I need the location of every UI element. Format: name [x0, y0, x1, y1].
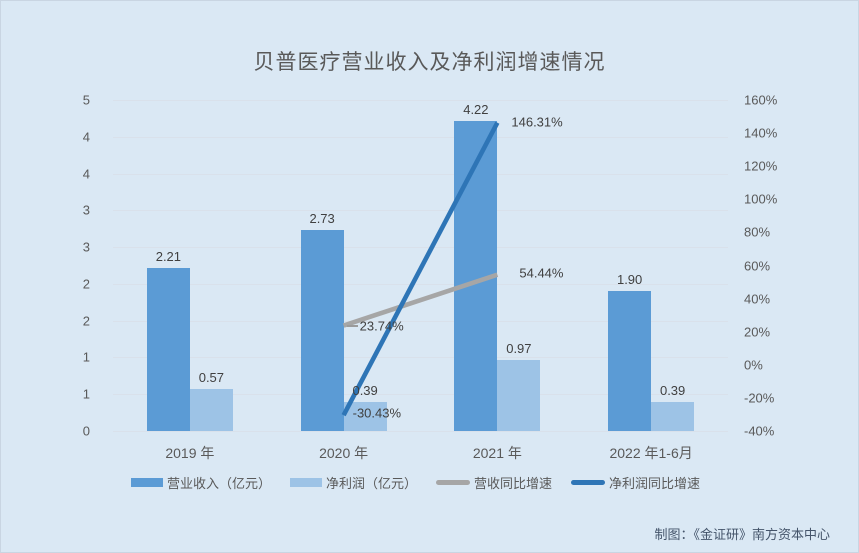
revenue-value-label: 4.22 — [463, 101, 489, 117]
right-axis-tick: 0% — [744, 357, 763, 373]
legend-item-revenue-growth: 营收同比增速 — [436, 473, 552, 492]
gridline — [113, 283, 728, 285]
net-profit-value-label: 0.97 — [506, 340, 532, 356]
gridline — [113, 210, 728, 212]
legend-item-revenue: 营业收入（亿元） — [131, 473, 271, 492]
net-profit-swatch-icon — [290, 477, 323, 487]
net-profit-value-label: 0.57 — [198, 370, 225, 386]
left-axis-tick: 2 — [82, 276, 90, 292]
gridline — [113, 320, 728, 322]
label-leader-line — [346, 324, 358, 327]
revenue-growth-swatch-icon — [436, 479, 471, 485]
revenue-growth-line — [342, 272, 499, 328]
legend: 营业收入（亿元） 净利润（亿元） 营收同比增速 净利润同比增速 — [131, 472, 700, 492]
x-axis-label: 2021 年 — [472, 445, 522, 461]
net-profit-growth-swatch-icon — [571, 479, 606, 485]
gridline — [113, 247, 728, 249]
gridline — [113, 357, 728, 359]
net-profit-value-label: 0.39 — [659, 383, 686, 399]
right-axis-tick: 160% — [744, 92, 778, 108]
revenue-growth-value-label: 23.74% — [359, 318, 404, 333]
left-axis-tick: 1 — [82, 386, 90, 402]
revenue-bar — [146, 268, 190, 431]
right-percent-axis: 160% 140% 120% 100% 80% 60% 40% 20% 0% -20% -40% — [744, 93, 814, 439]
net-profit-growth-value-label: 146.31% — [511, 114, 563, 130]
right-axis-tick: -40% — [744, 423, 775, 439]
gridline — [113, 394, 728, 396]
x-axis-label: 2020 年 — [319, 445, 369, 461]
legend-label: 营收同比增速 — [474, 475, 553, 491]
right-axis-tick: -20% — [744, 390, 775, 406]
gridline — [113, 431, 728, 432]
x-axis-label: 2019 年 — [165, 445, 215, 461]
legend-label: 净利润（亿元） — [326, 475, 418, 491]
left-axis-tick: 2 — [82, 313, 90, 329]
gridline — [113, 173, 728, 175]
revenue-bar — [300, 230, 344, 431]
revenue-swatch-icon — [131, 477, 163, 487]
left-axis-tick: 0 — [82, 423, 90, 439]
plot-area: 2.21 2.73 4.22 1.90 0.57 0.39 0.97 0.39 23.74% 54… — [113, 100, 728, 432]
revenue-bar — [608, 291, 652, 431]
legend-label: 营业收入（亿元） — [167, 475, 272, 491]
x-axis-label: 2022 年1-6月 — [609, 445, 693, 461]
right-axis-tick: 20% — [744, 324, 771, 340]
revenue-growth-value-label: 54.44% — [519, 265, 564, 281]
revenue-value-label: 2.73 — [309, 211, 335, 227]
net-profit-bar — [189, 389, 233, 431]
right-axis-tick: 60% — [744, 258, 771, 273]
legend-item-net-profit-growth: 净利润同比增速 — [571, 473, 700, 492]
right-axis-tick: 100% — [744, 191, 778, 207]
left-axis-tick: 3 — [82, 239, 90, 255]
right-axis-tick: 80% — [744, 224, 771, 240]
net-profit-bar — [497, 359, 541, 431]
net-profit-growth-value-label: -30.43% — [352, 405, 402, 421]
left-axis-tick: 4 — [82, 129, 90, 145]
gridline — [113, 136, 728, 138]
credit-text: 制图：《金证研》南方资本中心 — [654, 527, 830, 542]
gridline — [113, 100, 728, 101]
left-axis-tick: 3 — [82, 202, 90, 218]
revenue-value-label: 1.90 — [616, 272, 643, 288]
left-axis-tick: 4 — [82, 166, 90, 182]
net-profit-bar — [343, 402, 387, 431]
chart-title: 贝普医疗营业收入及净利润增速情况 — [253, 51, 606, 74]
right-axis-tick: 140% — [744, 125, 778, 141]
revenue-value-label: 2.21 — [155, 249, 182, 265]
growth-lines-layer — [341, 121, 500, 417]
legend-label: 净利润同比增速 — [609, 475, 701, 491]
right-axis-tick: 40% — [744, 291, 771, 307]
right-axis-tick: 120% — [744, 158, 778, 174]
left-axis-tick: 5 — [82, 92, 90, 108]
left-value-axis: 5 4 4 3 3 2 2 1 1 0 — [60, 93, 90, 439]
legend-item-net-profit: 净利润（亿元） — [290, 473, 417, 492]
net-profit-value-label: 0.39 — [352, 383, 378, 399]
net-profit-growth-line — [341, 121, 500, 417]
net-profit-bar — [651, 402, 695, 431]
left-axis-tick: 1 — [82, 349, 90, 365]
